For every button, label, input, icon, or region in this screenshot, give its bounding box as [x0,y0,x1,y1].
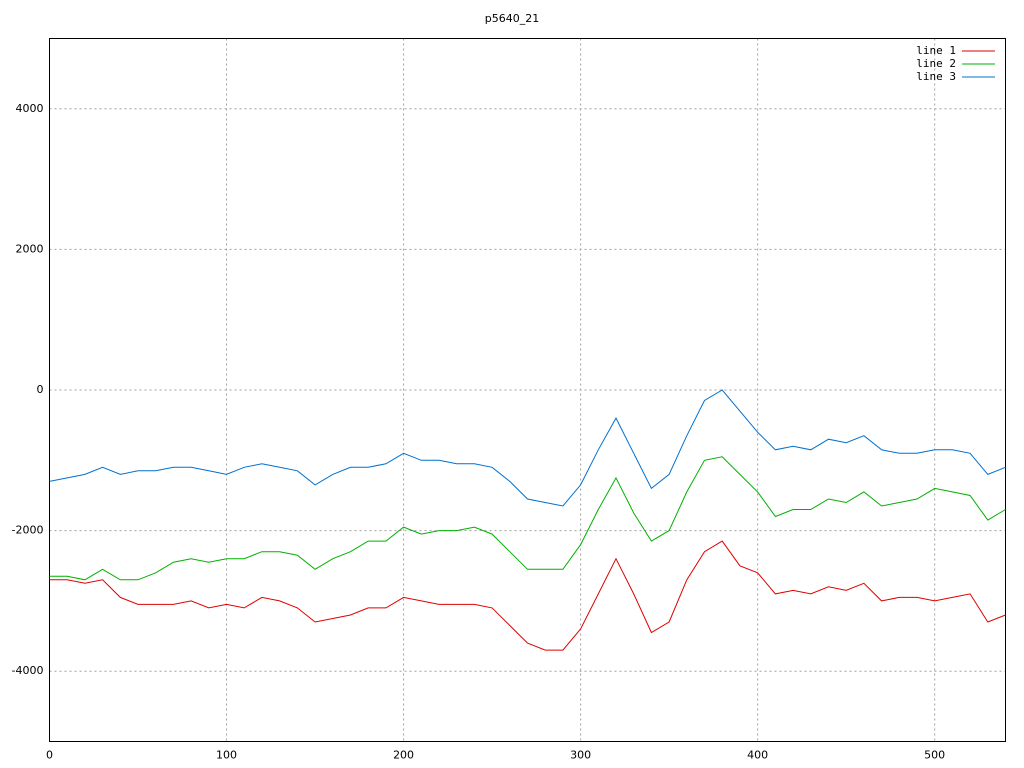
y-tick-label: 4000 [16,102,44,115]
legend-label: line 2 [916,57,956,70]
legend-label: line 1 [916,44,956,57]
data-line [49,456,1006,581]
y-tick-label: -4000 [12,664,44,677]
data-line [49,540,1006,651]
y-tick-label: 2000 [16,242,44,255]
chart-title: p5640_21 [485,12,539,25]
y-tick-label: -2000 [12,524,44,537]
x-tick-label: 100 [216,749,237,762]
plot-frame [49,38,1006,742]
x-tick-label: 500 [924,749,945,762]
y-tick-label: 0 [37,383,44,396]
x-tick-label: 200 [393,749,414,762]
x-tick-label: 400 [747,749,768,762]
legend-label: line 3 [916,70,956,83]
x-tick-label: 0 [46,749,53,762]
x-tick-label: 300 [570,749,591,762]
data-line [49,389,1006,507]
